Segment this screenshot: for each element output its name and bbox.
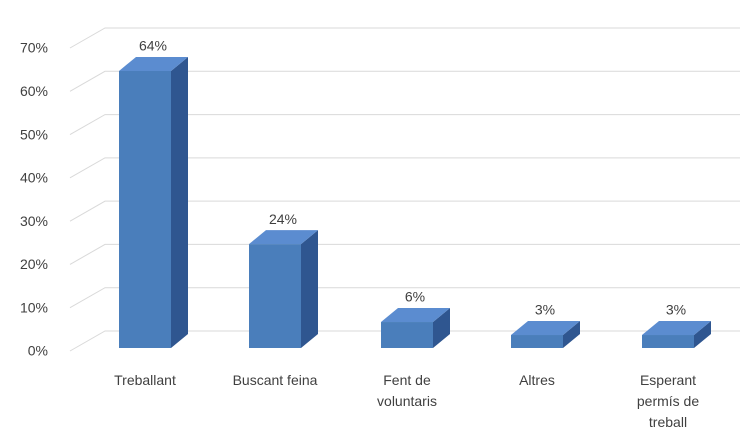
x-tick-label: Fent de voluntaris bbox=[377, 372, 437, 409]
value-label: 64% bbox=[139, 38, 167, 54]
bar-side bbox=[301, 230, 318, 348]
y-tick-label: 10% bbox=[20, 299, 48, 315]
y-tick-label: 0% bbox=[28, 343, 48, 359]
y-tick-label: 50% bbox=[20, 126, 48, 142]
grid-line bbox=[69, 200, 740, 222]
x-tick-label: Altres bbox=[519, 372, 555, 388]
grid-line bbox=[69, 243, 740, 265]
x-tick-label: Esperant permís de treball bbox=[636, 372, 700, 430]
bar-top bbox=[511, 321, 580, 336]
bar bbox=[511, 335, 563, 348]
x-tick-label: Treballant bbox=[114, 372, 176, 388]
bar-side bbox=[694, 321, 711, 348]
bar-side bbox=[563, 321, 580, 348]
y-tick-label: 70% bbox=[20, 40, 48, 56]
y-tick-label: 30% bbox=[20, 213, 48, 229]
grid-line bbox=[69, 287, 740, 309]
bar-side bbox=[171, 56, 188, 348]
value-label: 3% bbox=[666, 302, 686, 318]
value-label: 6% bbox=[405, 289, 425, 305]
grid-line bbox=[69, 27, 740, 49]
x-tick-label: Buscant feina bbox=[232, 372, 318, 388]
y-tick-label: 20% bbox=[20, 256, 48, 272]
bar-side bbox=[433, 308, 450, 348]
bar bbox=[119, 70, 171, 348]
bar bbox=[249, 244, 301, 348]
grid-line bbox=[69, 114, 740, 136]
bar-top bbox=[381, 308, 450, 323]
y-tick-label: 40% bbox=[20, 170, 48, 186]
bar bbox=[642, 335, 694, 348]
grid-line bbox=[69, 157, 740, 179]
bar-top bbox=[249, 230, 318, 245]
bar bbox=[381, 322, 433, 348]
value-label: 3% bbox=[535, 302, 555, 318]
bar-top bbox=[642, 321, 711, 336]
bar-top bbox=[119, 56, 188, 71]
grid-line bbox=[69, 70, 740, 92]
y-tick-label: 60% bbox=[20, 83, 48, 99]
value-label: 24% bbox=[269, 211, 297, 227]
